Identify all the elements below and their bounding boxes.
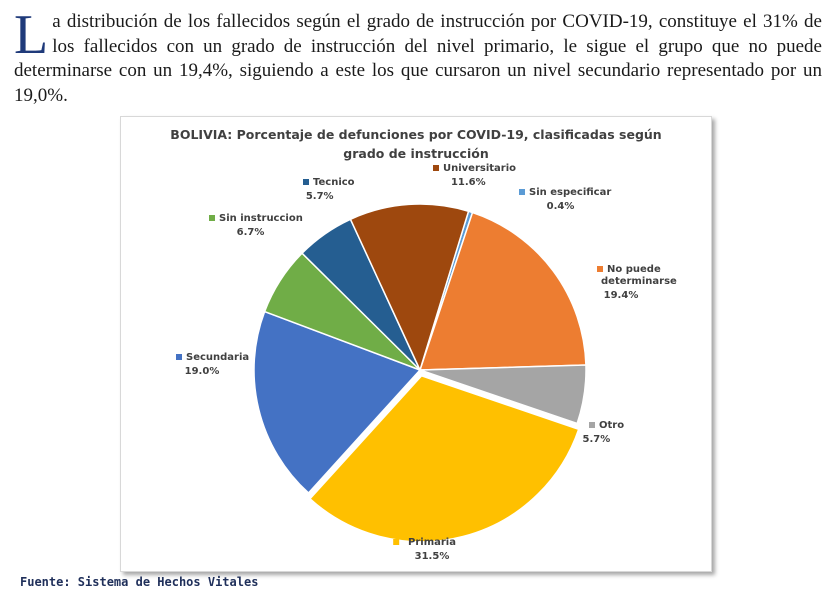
pie-slice-universitario	[349, 203, 470, 373]
slice-value-label: 5.7%	[583, 434, 611, 445]
pie-chart: BOLIVIA: Porcentaje de defunciones por C…	[120, 116, 712, 572]
pie-slice-secundaria	[253, 310, 422, 495]
legend-swatch	[589, 422, 595, 428]
slice-category-label: determinarse	[601, 276, 677, 287]
slice-value-label: 6.7%	[237, 227, 265, 238]
slice-value-label: 19.4%	[604, 290, 639, 301]
slice-label-secundaria: Secundaria 19.0%	[176, 352, 249, 377]
legend-swatch	[519, 189, 525, 195]
slice-label-otro: Otro 5.7%	[583, 420, 625, 445]
paragraph-text: a distribución de los fallecidos según e…	[14, 11, 822, 106]
legend-swatch	[433, 165, 439, 171]
source-note: Fuente: Sistema de Hechos Vitales	[20, 575, 259, 589]
slice-category-label: Universitario	[443, 163, 516, 174]
slice-category-label: Sin instruccion	[219, 213, 303, 224]
legend-swatch	[393, 539, 400, 545]
legend-swatch	[597, 266, 603, 272]
pie-slice-otro	[419, 364, 587, 425]
slice-label-tecnico: Tecnico 5.7%	[303, 177, 355, 202]
chart-title-line-1: BOLIVIA: Porcentaje de defunciones por C…	[170, 127, 662, 142]
slice-value-label: 11.6%	[451, 177, 486, 188]
slice-label-sin-instruccion: Sin instruccion 6.7%	[209, 213, 303, 238]
slice-value-label: 0.4%	[547, 201, 575, 212]
pie-slice-primaria	[308, 374, 580, 543]
slice-label-primaria: Primaria 31.5%	[393, 537, 456, 562]
slice-category-label: Secundaria	[186, 352, 249, 363]
drop-cap: L	[14, 4, 49, 66]
slice-label-universitario: Universitario 11.6%	[433, 163, 516, 188]
slice-category-label: No puede	[607, 264, 661, 275]
slice-category-label: Tecnico	[313, 177, 355, 188]
legend-swatch	[176, 354, 182, 360]
slice-value-label: 19.0%	[185, 366, 220, 377]
slice-label-sin-especificar: Sin especificar 0.4%	[519, 187, 611, 212]
slice-value-label: 31.5%	[415, 551, 450, 562]
legend-swatch	[209, 215, 215, 221]
slice-category-label: Sin especificar	[529, 187, 611, 198]
chart-title: BOLIVIA: Porcentaje de defunciones por C…	[121, 125, 711, 163]
slice-category-label: Primaria	[408, 537, 456, 548]
slice-value-label: 5.7%	[306, 191, 334, 202]
chart-title-line-2: grado de instrucción	[343, 146, 489, 161]
legend-swatch	[303, 179, 309, 185]
slice-category-label: Otro	[599, 420, 624, 431]
pie-slice-no-puede-determinarse	[418, 211, 587, 371]
